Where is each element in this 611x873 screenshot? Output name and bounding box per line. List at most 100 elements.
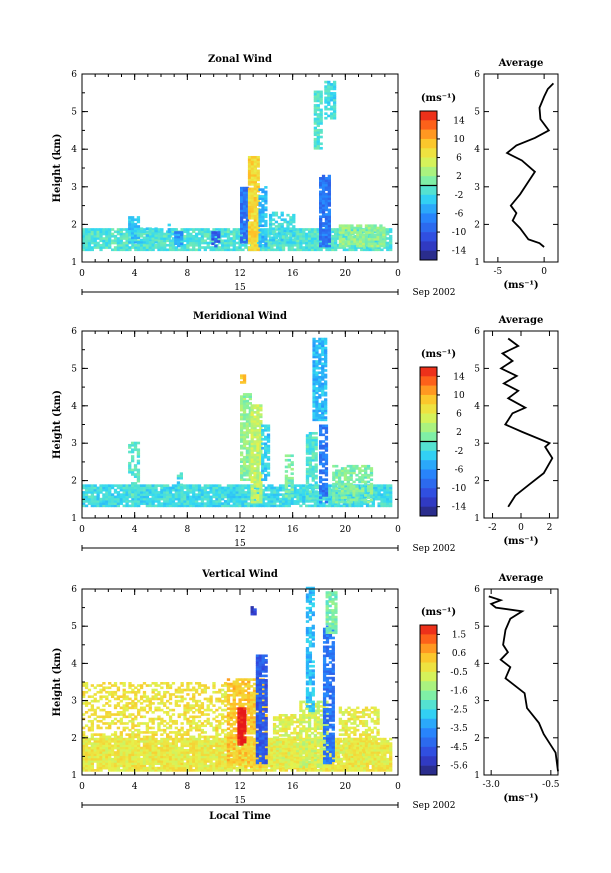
- heatmap-cell: [102, 237, 106, 240]
- heatmap-cell: [134, 766, 138, 770]
- heatmap-cell: [154, 246, 158, 249]
- heatmap-cell: [250, 464, 254, 468]
- heatmap-cell: [370, 237, 374, 241]
- heatmap-cell: [166, 737, 170, 741]
- heatmap-cell: [241, 751, 245, 754]
- heatmap-cell: [318, 382, 322, 386]
- heatmap-cell: [256, 478, 260, 481]
- heatmap-cell: [350, 224, 354, 228]
- heatmap-cell: [240, 395, 244, 398]
- heatmap-cell: [331, 502, 335, 505]
- heatmap-cell: [343, 482, 348, 486]
- heatmap-cell: [277, 225, 281, 228]
- heatmap-cell: [292, 238, 296, 242]
- colorbar-tick-label: -14: [452, 503, 467, 513]
- heatmap-cell: [90, 486, 94, 490]
- heatmap-cell: [315, 396, 319, 399]
- heatmap-cell: [268, 216, 273, 219]
- heatmap-cell: [242, 469, 247, 473]
- heatmap-cell: [256, 435, 260, 439]
- heatmap-cell: [312, 353, 316, 357]
- heatmap-cell: [316, 128, 320, 132]
- y-tick-label: 4: [71, 402, 77, 412]
- heatmap-cell: [340, 500, 345, 504]
- heatmap-cell: [284, 479, 289, 482]
- colorbar-segment: [420, 488, 437, 498]
- heatmap-cell: [324, 478, 329, 481]
- month-label: Sep 2002: [412, 544, 455, 554]
- average-y-tick-label: 6: [474, 327, 480, 337]
- heatmap-cell: [96, 762, 100, 765]
- heatmap-cell: [206, 742, 210, 745]
- heatmap-cell: [292, 240, 296, 244]
- heatmap-cell: [380, 248, 384, 252]
- heatmap-cell: [250, 214, 255, 218]
- heatmap-cell: [137, 500, 141, 503]
- heatmap-cell: [113, 762, 118, 765]
- heatmap-cell: [194, 769, 199, 772]
- heatmap-cell: [232, 246, 236, 249]
- heatmap-cell: [253, 185, 257, 188]
- heatmap-cell: [87, 248, 92, 252]
- heatmap-cell: [105, 740, 109, 743]
- heatmap-cell: [93, 234, 97, 238]
- heatmap-cell: [242, 189, 247, 192]
- heatmap-cell: [151, 760, 155, 763]
- heatmap-cell: [142, 755, 147, 759]
- heatmap-cell: [332, 101, 337, 104]
- heatmap-cell: [311, 476, 315, 480]
- heatmap-cell: [247, 216, 252, 220]
- heatmap-cell: [245, 393, 250, 396]
- heatmap-cell: [242, 458, 247, 461]
- heatmap-cell: [200, 742, 205, 745]
- heatmap-cell: [242, 464, 247, 468]
- heatmap-cell: [214, 244, 218, 248]
- heatmap-cell: [242, 442, 247, 446]
- heatmap-cell: [367, 242, 372, 246]
- heatmap-cell: [119, 488, 123, 492]
- heatmap-cell: [189, 488, 193, 492]
- heatmap-cell: [163, 495, 167, 499]
- heatmap-cell: [209, 504, 213, 508]
- heatmap-cell: [325, 495, 329, 499]
- heatmap-cell: [360, 248, 364, 252]
- heatmap-cell: [168, 757, 173, 761]
- heatmap-cell: [355, 494, 359, 497]
- heatmap-cell: [327, 235, 331, 239]
- heatmap-cell: [250, 164, 255, 168]
- heatmap-cell: [137, 232, 141, 236]
- heatmap-cell: [253, 469, 257, 473]
- heatmap-cell: [116, 230, 121, 234]
- heatmap-cell: [151, 748, 155, 752]
- heatmap-cell: [171, 746, 176, 750]
- heatmap-cell: [383, 504, 387, 508]
- heatmap-cell: [183, 755, 187, 759]
- heatmap-cell: [264, 502, 268, 505]
- heatmap-cell: [296, 239, 300, 243]
- heatmap-cell: [283, 227, 287, 231]
- heatmap-cell: [258, 201, 262, 205]
- heatmap-cell: [332, 105, 337, 109]
- heatmap-cell: [125, 484, 129, 487]
- heatmap-cell: [139, 737, 144, 741]
- heatmap-cell: [128, 229, 132, 233]
- heatmap-cell: [313, 128, 318, 132]
- heatmap-cell: [321, 458, 326, 461]
- heatmap-cell: [192, 757, 196, 761]
- heatmap-cell: [245, 220, 250, 224]
- heatmap-cell: [299, 234, 303, 238]
- heatmap-cell: [142, 742, 147, 745]
- heatmap-cell: [212, 493, 216, 496]
- heatmap-cell: [232, 748, 236, 752]
- heatmap-cell: [240, 473, 244, 477]
- heatmap-cell: [168, 493, 173, 496]
- heatmap-cell: [292, 234, 296, 237]
- heatmap-cell: [286, 227, 290, 231]
- heatmap-cell: [314, 447, 318, 451]
- heatmap-cell: [256, 458, 260, 461]
- heatmap-cell: [245, 440, 250, 443]
- heatmap-cell: [206, 484, 210, 487]
- heatmap-cell: [139, 740, 144, 743]
- heatmap-cell: [369, 487, 374, 490]
- heatmap-cell: [197, 751, 202, 754]
